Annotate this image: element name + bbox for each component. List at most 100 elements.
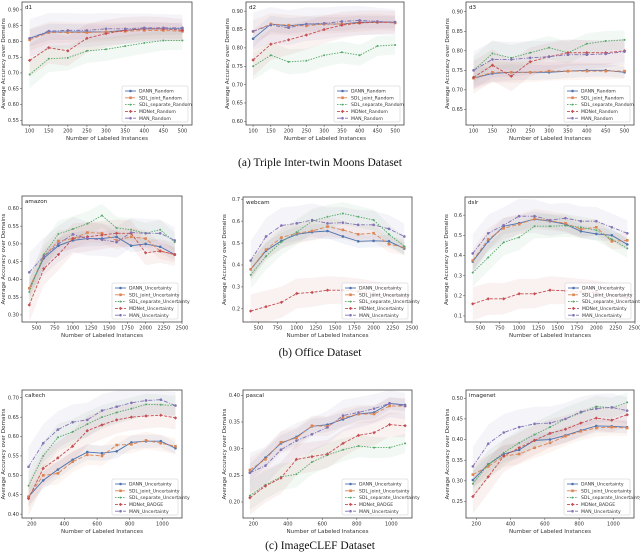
- x-tick-label: 400: [582, 129, 592, 135]
- data-point: [579, 429, 583, 433]
- x-tick-label: 250: [302, 129, 312, 135]
- data-point: [129, 231, 133, 234]
- data-point: [625, 413, 629, 417]
- data-point: [295, 291, 299, 296]
- data-point: [487, 463, 490, 466]
- data-point: [56, 472, 60, 475]
- data-point: [41, 479, 45, 482]
- data-point: [269, 54, 272, 57]
- data-point: [626, 401, 629, 404]
- legend-label: MAN_Uncertainty: [582, 313, 622, 319]
- data-point: [372, 430, 376, 435]
- legend-item: SDL_separate_Random: [125, 102, 192, 108]
- data-point: [129, 235, 133, 239]
- chart-d1: 100 150 200 250 300 350 400 450 500 0.55 0.60 0.65 0…: [1, 1, 192, 142]
- x-tick-label: 200: [284, 129, 294, 135]
- data-point: [357, 411, 360, 414]
- x-axis-label: Number of Labeled Instances: [66, 136, 148, 142]
- legend-marker: [349, 293, 352, 297]
- legend: DANN_RandomSDL_joint_RandomSDL_separate_…: [333, 85, 404, 123]
- x-tick-label: 200: [249, 522, 259, 528]
- legend-marker: [572, 300, 575, 303]
- data-point: [372, 407, 376, 410]
- data-point: [56, 252, 61, 257]
- legend-label: SDL_joint_Random: [139, 95, 182, 101]
- data-point: [42, 253, 45, 256]
- data-point: [471, 494, 475, 499]
- data-point: [100, 233, 104, 237]
- data-point: [86, 453, 89, 457]
- y-tick-label: 0.45: [452, 417, 463, 423]
- legend-item: MDNet_Random: [125, 109, 176, 115]
- data-point: [403, 246, 406, 249]
- data-point: [304, 33, 309, 37]
- data-point: [388, 402, 391, 405]
- y-axis-label: Average Accuracy over Domains: [1, 18, 7, 109]
- data-point: [595, 219, 598, 223]
- series-MDNet_BADGE: [248, 422, 407, 500]
- data-point: [305, 59, 308, 62]
- data-point: [28, 73, 31, 76]
- legend-item: MAN_Random: [567, 116, 613, 122]
- legend-item: SDL_joint_Random: [125, 95, 182, 101]
- legend-item: DANN_Random: [567, 89, 616, 95]
- y-tick-label: 0.65: [8, 415, 19, 421]
- data-point: [71, 228, 74, 231]
- data-point: [295, 231, 298, 234]
- data-point: [85, 36, 89, 40]
- legend-item: SDL_joint_Random: [567, 95, 624, 101]
- legend: DANN_UncertaintySDL_joint_UncertaintySDL…: [111, 282, 190, 320]
- data-point: [610, 234, 614, 237]
- x-tick-label: 1750: [348, 326, 361, 332]
- x-tick-label: 350: [120, 129, 130, 135]
- data-point: [100, 409, 104, 412]
- data-point: [86, 237, 89, 240]
- data-point: [173, 239, 177, 242]
- uncertainty-band: [249, 396, 406, 482]
- data-point: [585, 42, 588, 45]
- data-point: [372, 239, 375, 243]
- data-point: [323, 54, 326, 57]
- y-tick-label: 0.40: [8, 277, 19, 283]
- legend-item: SDL_joint_Random: [337, 95, 394, 101]
- legend-marker: [341, 116, 344, 120]
- legend-item: SDL_joint_Uncertainty: [568, 292, 633, 298]
- data-point: [27, 58, 32, 63]
- plot-frame: [465, 389, 635, 519]
- y-tick-label: 0.5: [454, 233, 462, 239]
- x-tick-label: 200: [507, 129, 517, 135]
- data-point: [104, 27, 108, 31]
- data-point: [548, 441, 552, 445]
- x-tick-label: 400: [506, 522, 516, 528]
- data-point: [100, 238, 104, 241]
- data-point: [144, 414, 148, 418]
- data-point: [47, 29, 51, 33]
- chart-title: pascal: [246, 393, 264, 399]
- legend-marker: [349, 300, 352, 303]
- uncertainty-band: [472, 418, 628, 487]
- data-point: [265, 255, 268, 258]
- legend-marker: [128, 109, 133, 114]
- data-point: [144, 399, 148, 402]
- x-tick-label: 2500: [176, 326, 189, 332]
- data-point: [376, 20, 379, 23]
- plot-frame: [465, 1, 635, 126]
- data-point: [486, 442, 490, 445]
- y-tick-label: 0.60: [8, 434, 19, 440]
- legend-marker: [571, 96, 574, 100]
- data-point: [502, 431, 506, 434]
- legend-marker: [571, 489, 574, 493]
- data-point: [264, 304, 268, 309]
- data-point: [403, 245, 406, 248]
- data-point: [66, 29, 70, 32]
- data-point: [305, 24, 308, 28]
- x-tick-label: 150: [488, 129, 498, 135]
- data-point: [326, 426, 329, 429]
- data-point: [56, 428, 60, 431]
- data-point: [86, 423, 89, 426]
- data-point: [471, 482, 474, 485]
- data-point: [326, 222, 329, 225]
- series-MDNet_BADGE: [471, 413, 629, 499]
- data-point: [509, 74, 514, 78]
- series-SDL_separate_Random: [252, 43, 397, 68]
